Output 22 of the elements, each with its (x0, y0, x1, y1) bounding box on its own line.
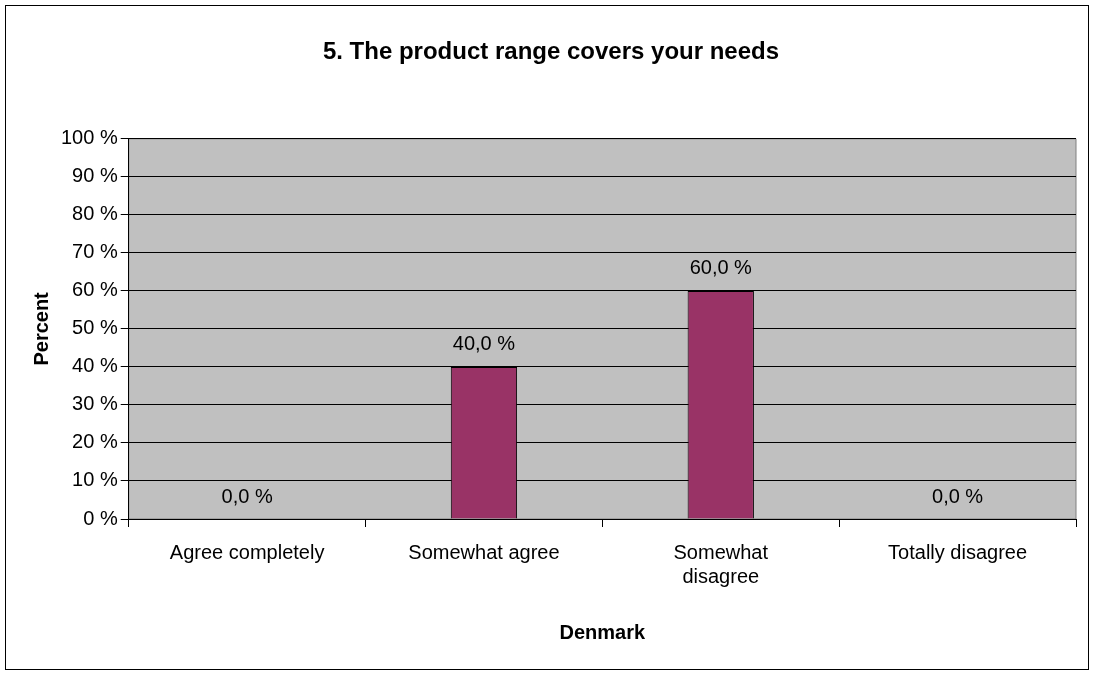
data-label: 0,0 % (221, 484, 273, 507)
x-tick-label: Totally disagree (888, 540, 1028, 563)
y-tick-label: 60 % (72, 278, 118, 301)
y-tick-label: 10 % (72, 468, 118, 491)
data-label: 0,0 % (932, 484, 984, 507)
y-axis-title: Percent (29, 291, 52, 366)
x-tick-label: Somewhat agree (408, 540, 560, 563)
x-tick-label: Agree completely (169, 540, 325, 563)
y-tick-label: 40 % (72, 354, 118, 377)
y-tick-label: 100 % (60, 126, 118, 149)
data-label: 60,0 % (689, 256, 753, 279)
y-tick-label: 50 % (72, 316, 118, 339)
y-tick-label: 90 % (72, 164, 118, 187)
y-tick-label: 70 % (72, 240, 118, 263)
x-axis-title: Denmark (559, 620, 647, 643)
y-tick-label: 0 % (83, 506, 118, 529)
chart-title: 5. The product range covers your needs (322, 37, 780, 65)
y-tick-label: 30 % (72, 392, 118, 415)
y-tick-label: 80 % (72, 202, 118, 225)
data-label: 40,0 % (452, 332, 516, 355)
y-tick-label: 20 % (72, 430, 118, 453)
x-tick-label: Somewhat disagree (673, 540, 769, 587)
